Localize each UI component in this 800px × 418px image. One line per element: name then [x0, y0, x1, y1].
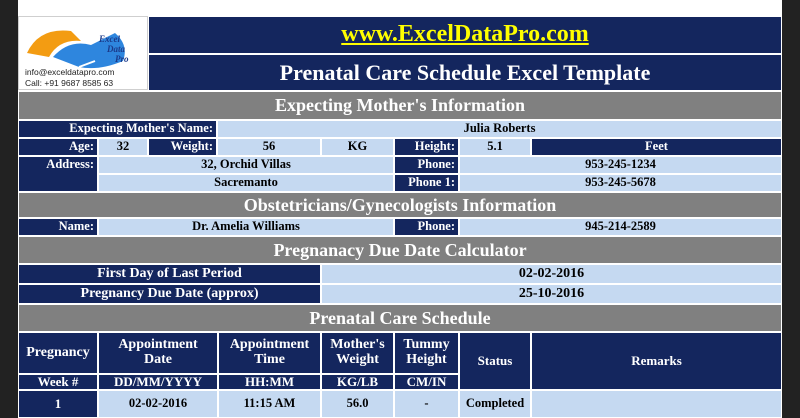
- age-label: Age:: [18, 138, 98, 156]
- obgyn-section-title: Obstetricians/Gynecologists Information: [18, 192, 782, 218]
- logo-text-2: Data: [107, 44, 125, 54]
- col-header-tummy-line2: Height: [406, 352, 447, 367]
- weight-unit[interactable]: KG: [321, 138, 394, 156]
- mother-name-label: Expecting Mother's Name:: [18, 120, 217, 138]
- phone1-value[interactable]: 953-245-5678: [459, 174, 782, 192]
- contact-email: info@exceldatapro.com: [25, 67, 115, 77]
- col-header-pregnancy: Pregnancy: [18, 332, 98, 374]
- col-header-appt-time-line2: Time: [254, 352, 285, 367]
- col-header-remarks: Remarks: [531, 332, 782, 390]
- col-header-weight-line1: Mother's: [330, 337, 385, 353]
- address-label: Address:: [18, 156, 98, 192]
- contact-phone: Call: +91 9687 8585 63: [25, 78, 114, 88]
- subheader-date-format: DD/MM/YYYY: [98, 374, 218, 390]
- phone1-label: Phone 1:: [394, 174, 459, 192]
- weight-value[interactable]: 56: [217, 138, 321, 156]
- obgyn-name-value[interactable]: Dr. Amelia Williams: [98, 218, 394, 236]
- col-header-tummy-line1: Tummy: [403, 337, 450, 353]
- obgyn-phone-value[interactable]: 945-214-2589: [459, 218, 782, 236]
- col-header-appt-date-line1: Appointment: [118, 337, 198, 353]
- mother-section-title: Expecting Mother's Information: [18, 91, 782, 120]
- obgyn-name-label: Name:: [18, 218, 98, 236]
- col-header-mothers-weight: Mother's Weight: [321, 332, 394, 374]
- height-unit: Feet: [531, 138, 782, 156]
- right-gutter: [782, 0, 800, 418]
- col-header-appointment-time: Appointment Time: [218, 332, 321, 374]
- col-header-pregnancy-text: Pregnancy: [26, 344, 90, 360]
- obgyn-phone-label: Phone:: [394, 218, 459, 236]
- page-title: Prenatal Care Schedule Excel Template: [148, 54, 782, 91]
- mother-name-value[interactable]: Julia Roberts: [217, 120, 782, 138]
- subheader-time-format: HH:MM: [218, 374, 321, 390]
- row-status[interactable]: Completed: [459, 390, 531, 418]
- schedule-section-title: Prenatal Care Schedule: [18, 304, 782, 332]
- subheader-week: Week #: [18, 374, 98, 390]
- row-weight[interactable]: 56.0: [321, 390, 394, 418]
- lmp-label: First Day of Last Period: [18, 264, 321, 284]
- row-time[interactable]: 11:15 AM: [218, 390, 321, 418]
- row-remarks[interactable]: [531, 390, 782, 418]
- due-date-label: Pregnancy Due Date (approx): [18, 284, 321, 304]
- height-label: Height:: [394, 138, 459, 156]
- phone-label: Phone:: [394, 156, 459, 174]
- logo-text-3: Pro: [115, 54, 129, 64]
- subheader-weight-unit: KG/LB: [321, 374, 394, 390]
- address-line-2[interactable]: Sacremanto: [98, 174, 394, 192]
- col-header-status: Status: [459, 332, 531, 390]
- lmp-value[interactable]: 02-02-2016: [321, 264, 782, 284]
- logo-text-1: Excel: [99, 34, 120, 44]
- age-value[interactable]: 32: [98, 138, 148, 156]
- row-header-gutter: [0, 0, 18, 418]
- phone-value[interactable]: 953-245-1234: [459, 156, 782, 174]
- col-header-appt-time-line1: Appointment: [229, 337, 310, 353]
- weight-label: Weight:: [148, 138, 217, 156]
- height-value[interactable]: 5.1: [459, 138, 531, 156]
- due-date-value[interactable]: 25-10-2016: [321, 284, 782, 304]
- col-header-tummy-height: Tummy Height: [394, 332, 459, 374]
- due-section-title: Pregnanacy Due Date Calculator: [18, 236, 782, 264]
- handshake-logo-icon: [27, 30, 125, 69]
- subheader-tummy-unit: CM/IN: [394, 374, 459, 390]
- company-logo: Excel Data Pro info@exceldatapro.com Cal…: [18, 16, 148, 90]
- col-header-weight-line2: Weight: [336, 352, 379, 367]
- col-header-appointment-date: Appointment Date: [98, 332, 218, 374]
- row-tummy[interactable]: -: [394, 390, 459, 418]
- address-line-1[interactable]: 32, Orchid Villas: [98, 156, 394, 174]
- col-header-appt-date-line2: Date: [144, 352, 172, 367]
- website-link[interactable]: www.ExcelDataPro.com: [148, 16, 782, 54]
- row-week: 1: [18, 390, 98, 418]
- row-date[interactable]: 02-02-2016: [98, 390, 218, 418]
